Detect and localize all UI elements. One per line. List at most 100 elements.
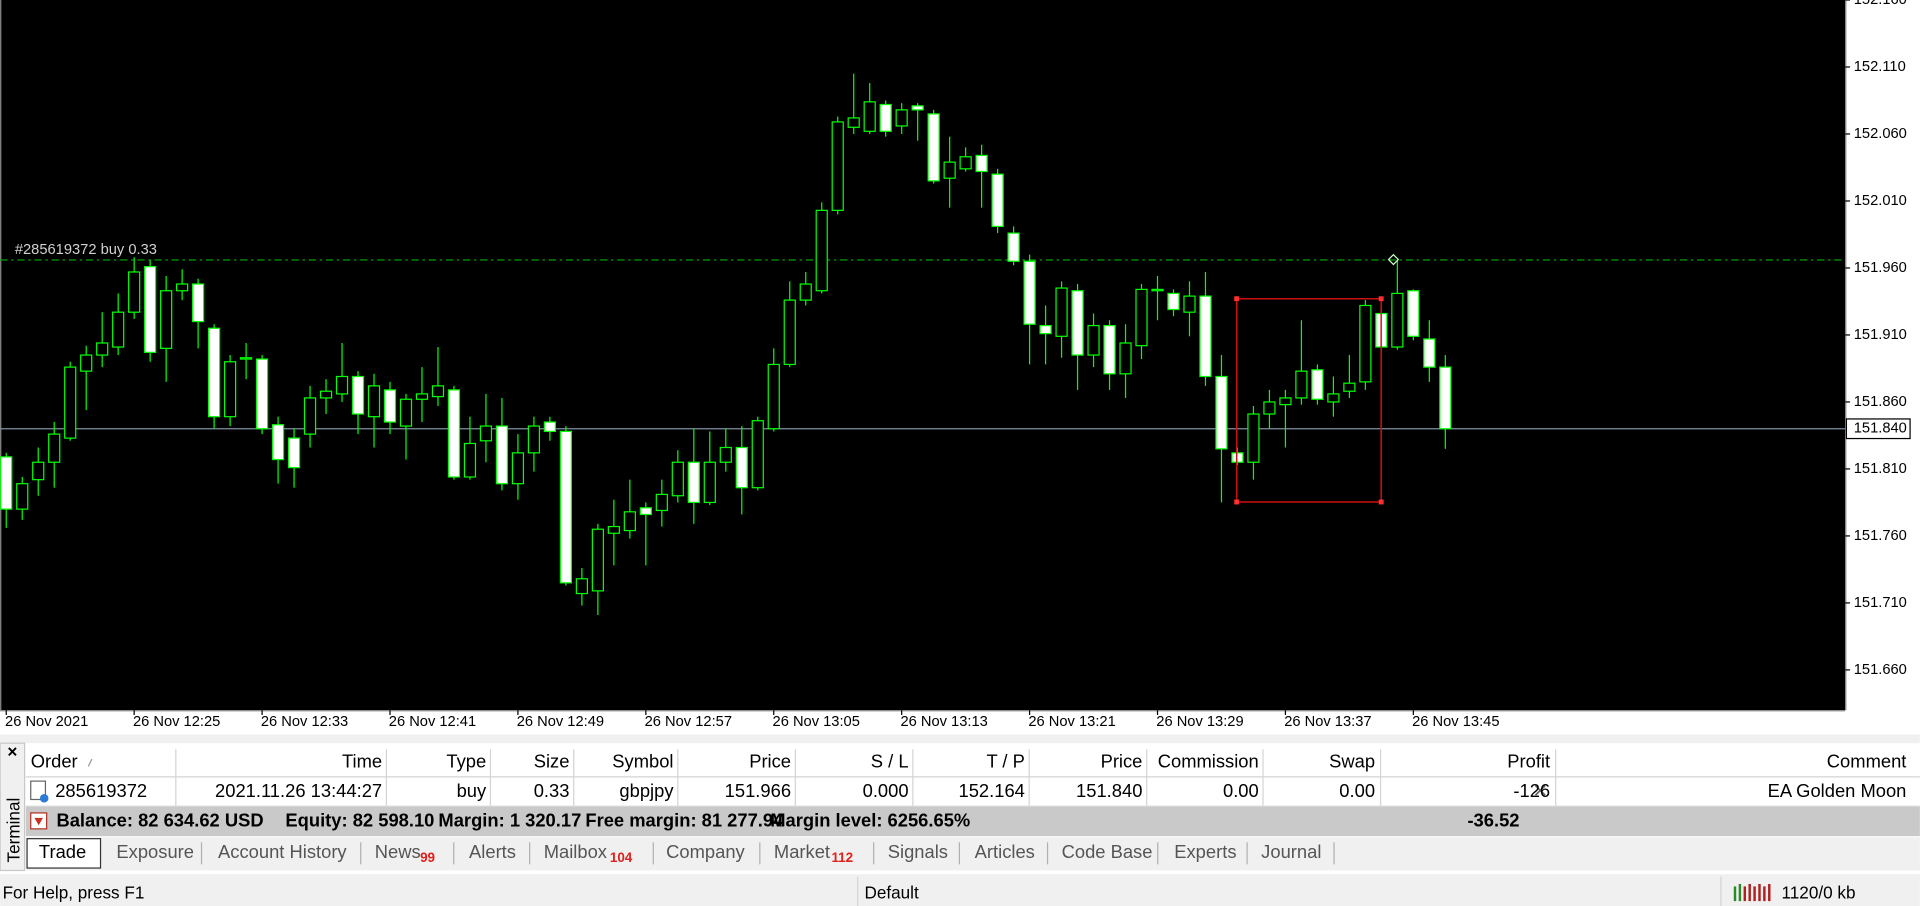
close-terminal[interactable]: × bbox=[7, 741, 17, 761]
candle-body bbox=[559, 430, 573, 584]
candle-body bbox=[1231, 452, 1244, 463]
rectangle-handle[interactable] bbox=[1234, 499, 1240, 505]
candle-body bbox=[1135, 288, 1148, 347]
column-header[interactable]: Price bbox=[749, 751, 791, 772]
candle-body bbox=[975, 154, 988, 173]
splitter[interactable] bbox=[0, 734, 1920, 744]
terminal-sidebar bbox=[0, 742, 26, 872]
rectangle-handle[interactable] bbox=[1378, 296, 1384, 302]
tab[interactable]: Mailbox bbox=[544, 841, 607, 862]
candle-body bbox=[239, 357, 253, 360]
column-header[interactable]: Profit bbox=[1507, 751, 1550, 772]
summary-icon-arrow bbox=[34, 817, 43, 826]
column-header[interactable]: Type bbox=[446, 751, 486, 772]
table-header bbox=[25, 749, 1920, 777]
column-header[interactable]: Commission bbox=[1158, 751, 1259, 772]
column-header[interactable]: Size bbox=[534, 751, 570, 772]
y-tick-label: 151.960 bbox=[1854, 260, 1907, 276]
x-tick-label: 26 Nov 12:41 bbox=[389, 714, 476, 730]
terminal-table: Order Time Type Size Symbol Price S / L T / P Pr… bbox=[31, 749, 1907, 830]
y-tick-label: 151.710 bbox=[1854, 595, 1907, 611]
x-tick-label: 26 Nov 13:13 bbox=[900, 714, 987, 730]
candle-body bbox=[1439, 366, 1452, 430]
tab-active[interactable] bbox=[26, 838, 102, 869]
tab-badge: 112 bbox=[831, 850, 853, 865]
candle-body bbox=[879, 103, 892, 132]
summary-profit: -36.52 bbox=[1467, 809, 1519, 830]
column-header[interactable]: Order bbox=[31, 751, 78, 772]
tab[interactable]: Code Base bbox=[1062, 841, 1153, 862]
candle-body bbox=[1247, 413, 1260, 463]
summary-row bbox=[25, 806, 1920, 837]
price-label-box bbox=[1845, 418, 1911, 440]
candle-body bbox=[335, 375, 349, 395]
candle-body bbox=[815, 209, 828, 292]
tab[interactable]: Account History bbox=[218, 841, 347, 862]
status-traffic: 1120/0 kb bbox=[1782, 882, 1856, 902]
candle-body bbox=[1039, 324, 1052, 335]
tab[interactable]: Experts bbox=[1174, 841, 1236, 862]
x-tick-label: 26 Nov 13:45 bbox=[1412, 714, 1499, 730]
tab[interactable]: Journal bbox=[1261, 841, 1321, 862]
candle-body bbox=[303, 397, 317, 435]
tab-bar bbox=[25, 837, 1920, 871]
column-header[interactable]: T / P bbox=[986, 751, 1024, 772]
candle-body bbox=[847, 117, 860, 128]
candle-body bbox=[16, 483, 29, 510]
candle-body bbox=[223, 361, 237, 418]
tab[interactable]: Exposure bbox=[116, 841, 194, 862]
column-header[interactable]: Swap bbox=[1329, 751, 1375, 772]
table-cell: 151.840 bbox=[1076, 780, 1142, 801]
candle-body bbox=[0, 456, 13, 510]
candle-body bbox=[1263, 401, 1276, 415]
candle-body bbox=[527, 425, 541, 454]
candle-body bbox=[1167, 292, 1180, 311]
candle-body bbox=[144, 266, 157, 353]
candle-body bbox=[895, 109, 908, 127]
candle-body bbox=[351, 375, 365, 415]
tab[interactable]: Company bbox=[666, 841, 745, 862]
close-order-button[interactable]: × bbox=[1533, 778, 1547, 805]
tab[interactable]: News bbox=[375, 841, 421, 862]
candle-body bbox=[367, 385, 381, 418]
column-header[interactable]: S / L bbox=[871, 751, 909, 772]
candle-body bbox=[1103, 324, 1116, 375]
candle-body bbox=[1119, 342, 1132, 375]
tab-badge: 104 bbox=[610, 850, 633, 865]
summary-item: Equity: 82 598.10 bbox=[285, 809, 434, 830]
candle-body bbox=[1199, 295, 1212, 378]
column-header[interactable]: Symbol bbox=[612, 751, 673, 772]
tab[interactable]: Articles bbox=[975, 841, 1035, 862]
column-header[interactable]: Comment bbox=[1827, 751, 1907, 772]
y-tick-label: 151.760 bbox=[1854, 528, 1907, 544]
candle-body bbox=[1055, 287, 1068, 337]
candle-body bbox=[799, 283, 812, 301]
rectangle-handle[interactable] bbox=[1378, 499, 1384, 505]
tab[interactable]: Alerts bbox=[469, 841, 516, 862]
order-marker bbox=[1387, 253, 1400, 266]
candle-body bbox=[1215, 375, 1228, 450]
candle-body bbox=[495, 425, 509, 485]
summary-item: Margin: 1 320.17 bbox=[438, 809, 581, 830]
rectangle-handle[interactable] bbox=[1234, 296, 1240, 302]
candle-body bbox=[1279, 397, 1292, 406]
candle-body bbox=[1359, 304, 1372, 383]
x-tick-label: 26 Nov 12:33 bbox=[261, 714, 348, 730]
rectangle-object[interactable] bbox=[1235, 298, 1382, 503]
candle-body bbox=[160, 290, 173, 349]
column-header[interactable]: Time bbox=[342, 751, 382, 772]
candle-body bbox=[703, 461, 716, 504]
summary-item: Free margin: 81 277.94 bbox=[585, 809, 784, 830]
candle-body bbox=[927, 113, 940, 182]
column-header[interactable]: Price bbox=[1101, 751, 1143, 772]
x-tick-label: 26 Nov 13:21 bbox=[1028, 714, 1115, 730]
y-tick-label: 152.110 bbox=[1854, 59, 1906, 75]
tab-bar-items: Trade Exposure Account History News 99 Alerts… bbox=[26, 838, 1335, 869]
candle-body bbox=[32, 461, 45, 481]
candle-body bbox=[463, 442, 477, 478]
chart-layer: 151.660 151.710 151.760 151.810 151.860 151.9… bbox=[0, 0, 1911, 730]
tab[interactable]: Trade bbox=[39, 841, 86, 862]
tab[interactable]: Signals bbox=[888, 841, 948, 862]
candle-body bbox=[607, 525, 620, 534]
tab[interactable]: Market bbox=[774, 841, 830, 862]
